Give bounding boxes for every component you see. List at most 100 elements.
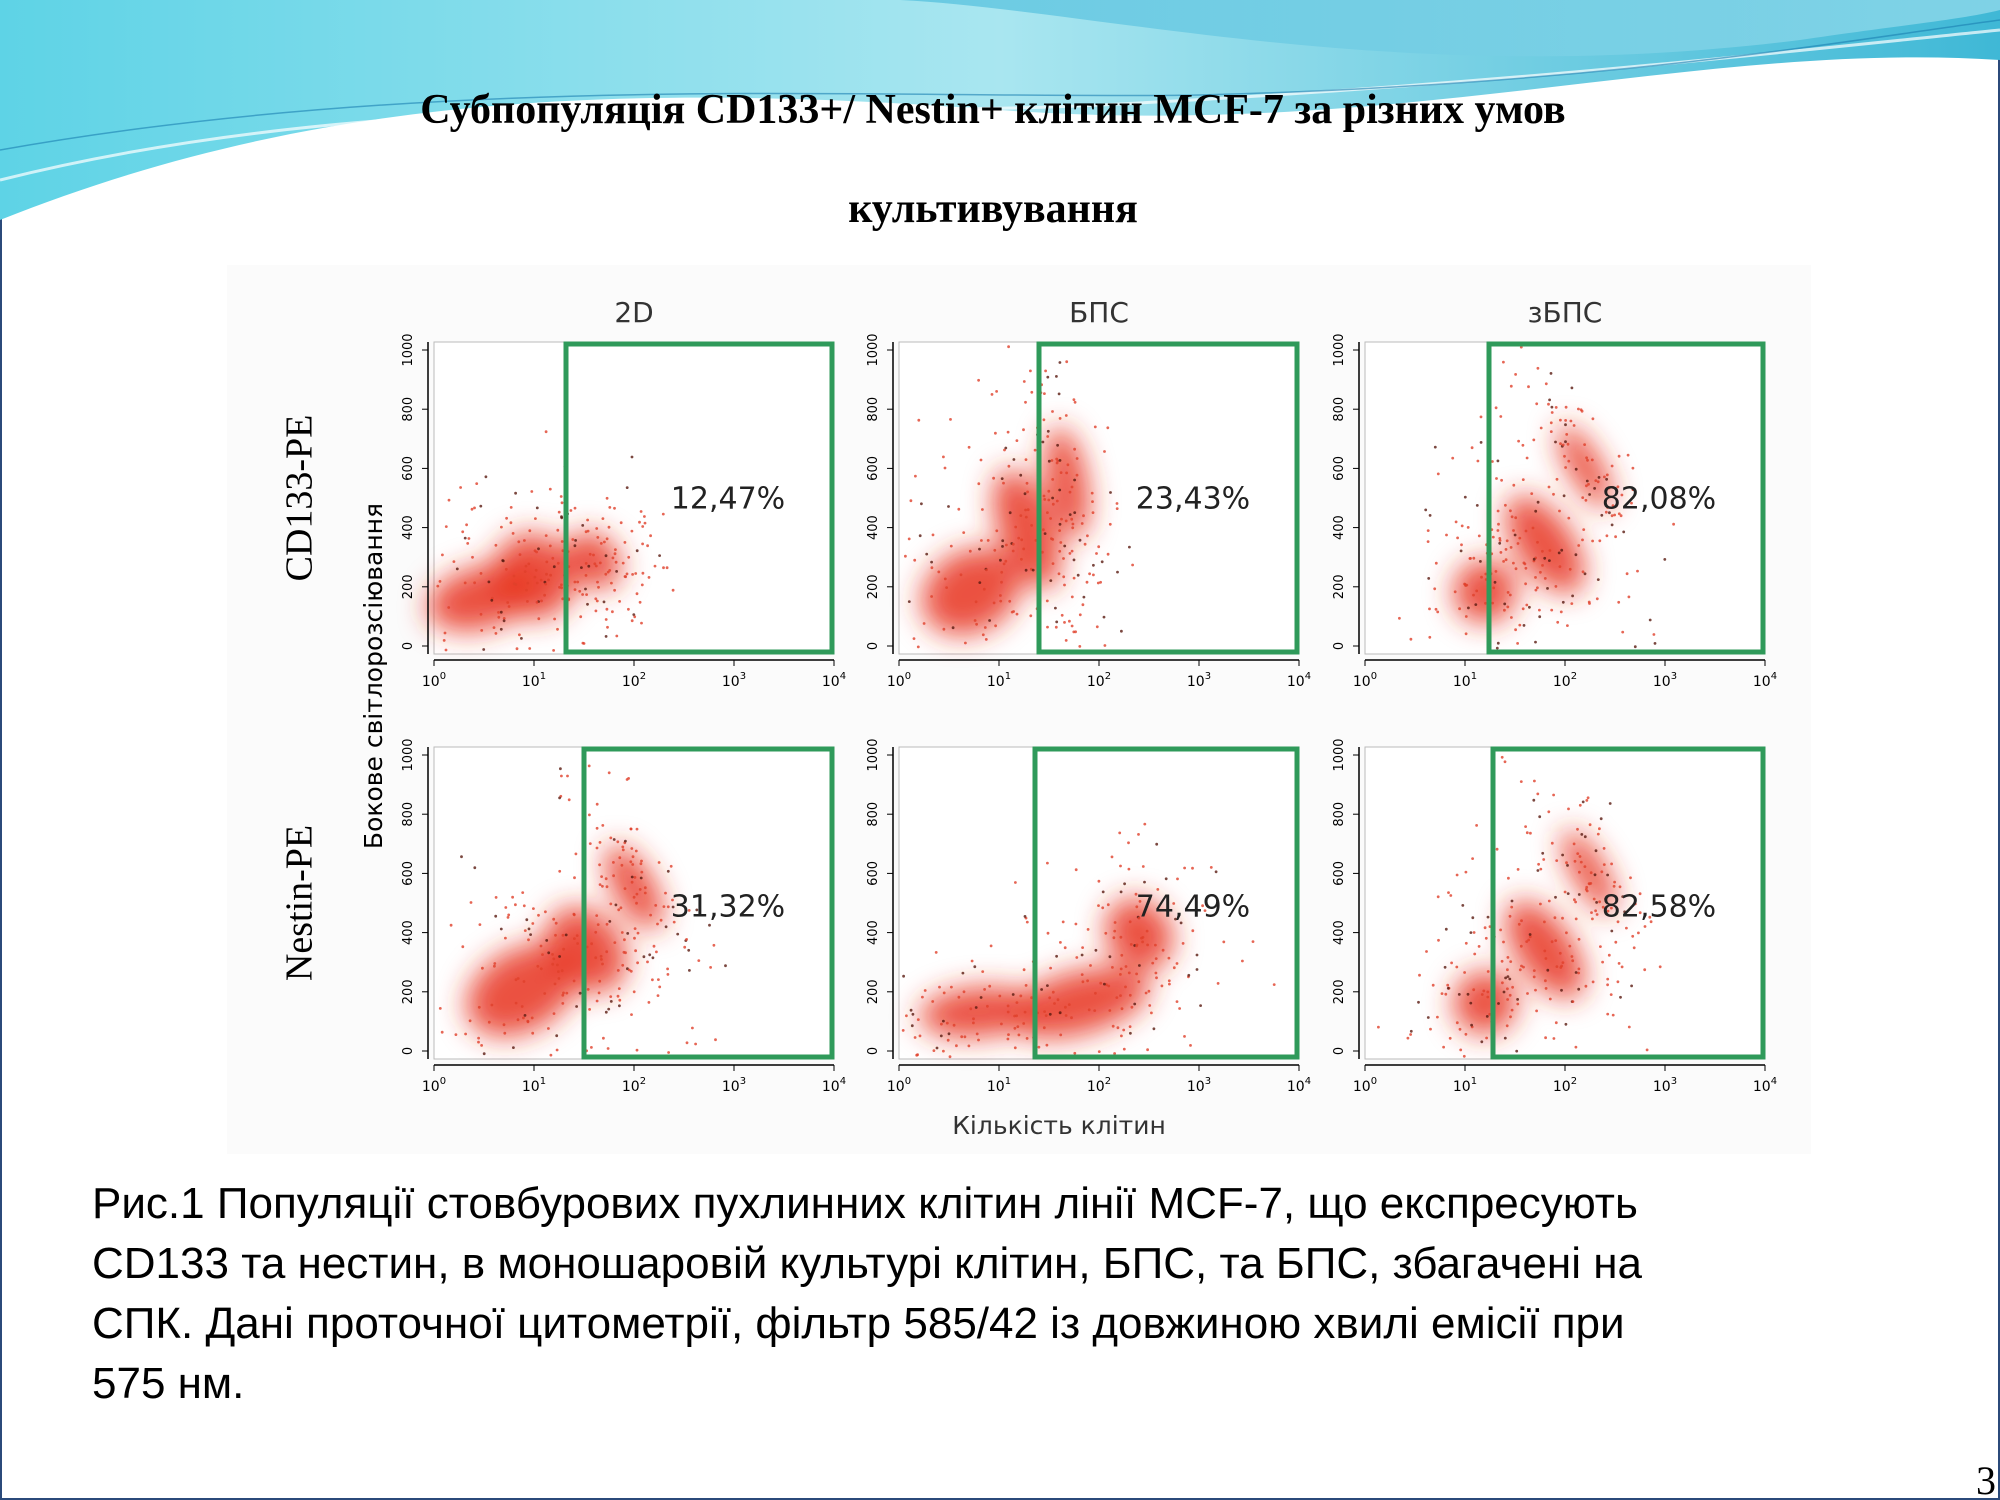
scatter-dot <box>1119 967 1123 971</box>
scatter-dot <box>1409 637 1413 641</box>
y-tick-label: 400 <box>866 515 881 540</box>
y-tick-label: 800 <box>1332 397 1347 422</box>
scatter-dot <box>1536 500 1540 504</box>
scatter-dot <box>1454 520 1458 524</box>
y-tick-label: 0 <box>1332 1047 1347 1055</box>
scatter-dot <box>1504 503 1507 507</box>
scatter-dot <box>633 615 637 619</box>
scatter-dot <box>1558 509 1561 513</box>
scatter-dot <box>522 980 526 983</box>
scatter-dot <box>1458 607 1461 611</box>
scatter-dot <box>1466 526 1470 529</box>
cloud-blob <box>919 986 1039 1038</box>
scatter-dot <box>1596 578 1600 581</box>
x-tick-label: 100 <box>422 671 446 690</box>
x-tick-base: 10 <box>1287 1079 1305 1095</box>
scatter-dot <box>975 622 978 626</box>
scatter-dot <box>504 906 508 909</box>
scatter-dot <box>1433 587 1437 591</box>
scatter-dot <box>1469 1001 1473 1005</box>
scatter-dot <box>1544 382 1548 386</box>
x-tick-base: 10 <box>1287 674 1305 690</box>
x-tick-label: 102 <box>622 1076 646 1095</box>
scatter-dot <box>1011 542 1015 546</box>
scatter-dot <box>972 1017 975 1021</box>
scatter-dot <box>1550 940 1554 944</box>
scatter-dot <box>1134 892 1138 896</box>
scatter-dot <box>1471 857 1474 860</box>
cloud-blob <box>1561 830 1617 914</box>
scatter-dot <box>561 1002 565 1005</box>
scatter-dot <box>618 856 622 860</box>
scatter-dot <box>1053 1002 1056 1005</box>
scatter-dot <box>564 933 568 937</box>
scatter-dot <box>1559 418 1562 422</box>
scatter-dot <box>469 901 473 904</box>
scatter-dot <box>960 1035 964 1039</box>
scatter-dot <box>1085 580 1089 584</box>
scatter-dot <box>1097 879 1101 883</box>
scatter-dot <box>1638 911 1642 915</box>
scatter-dot <box>514 978 518 982</box>
scatter-dot <box>554 921 558 925</box>
scatter-dot <box>601 517 605 520</box>
scatter-dot <box>1022 968 1026 972</box>
scatter-dot <box>1120 629 1123 633</box>
scatter-dot <box>688 969 691 972</box>
scatter-dot <box>1513 533 1517 537</box>
scatter-dot <box>1116 570 1119 574</box>
scatter-dot <box>1472 988 1476 992</box>
scatter-dot <box>633 927 637 930</box>
scatter-dot <box>1482 989 1486 993</box>
scatter-dot <box>642 955 646 959</box>
scatter-dot <box>1010 610 1014 614</box>
scatter-dot <box>1024 508 1027 512</box>
scatter-dot <box>657 978 660 981</box>
scatter-dot <box>1145 905 1149 908</box>
scatter-dot <box>1625 572 1629 576</box>
scatter-dot <box>1591 917 1594 921</box>
scatter-dot <box>1111 1024 1115 1028</box>
scatter-dot <box>664 891 667 895</box>
scatter-dot <box>1627 1025 1631 1029</box>
scatter-dot <box>1050 459 1054 462</box>
scatter-dot <box>562 991 565 995</box>
scatter-dot <box>1627 595 1631 599</box>
scatter-dot <box>598 883 602 886</box>
scatter-dot <box>1555 477 1559 481</box>
scatter-dot <box>616 840 620 844</box>
scatter-dot <box>1508 914 1512 918</box>
scatter-dot <box>978 547 981 551</box>
scatter-dot <box>640 583 644 587</box>
scatter-dot <box>1566 624 1569 627</box>
x-tick-exponent: 0 <box>1371 1076 1377 1087</box>
scatter-dot <box>487 1020 491 1024</box>
scatter-dot <box>633 876 637 879</box>
scatter-dot <box>1447 891 1450 894</box>
scatter-dot <box>1024 400 1027 404</box>
scatter-dot <box>1519 780 1523 783</box>
y-tick-label: 200 <box>401 574 416 599</box>
scatter-dot <box>1015 1014 1018 1018</box>
scatter-dot <box>1426 529 1430 532</box>
scatter-dot <box>1509 509 1512 513</box>
scatter-dot <box>1172 902 1176 905</box>
scatter-dot <box>1048 996 1052 1000</box>
cloud-blob <box>921 547 1021 636</box>
scatter-dot <box>984 638 988 641</box>
scatter-dot <box>539 944 543 948</box>
scatter-dot <box>1561 916 1564 920</box>
plot-area <box>1364 746 1766 1060</box>
scatter-dot <box>627 607 630 611</box>
scatter-dot <box>1000 477 1004 480</box>
scatter-dot <box>1567 459 1571 463</box>
scatter-dot <box>1486 995 1490 999</box>
scatter-dot <box>632 613 636 616</box>
scatter-dot <box>630 455 634 459</box>
scatter-dot <box>627 555 631 559</box>
scatter-dot <box>714 1038 717 1042</box>
scatter-dot <box>614 903 618 907</box>
scatter-dot <box>1135 905 1139 909</box>
scatter-dot <box>1046 931 1050 935</box>
scatter-dot <box>1560 548 1564 552</box>
